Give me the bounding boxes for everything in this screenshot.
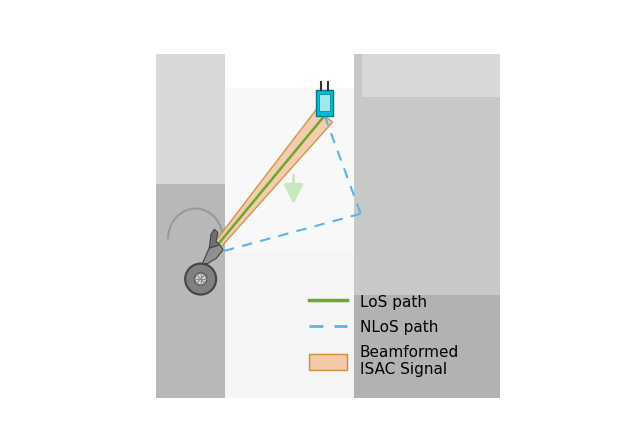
Polygon shape <box>209 229 220 248</box>
Bar <box>156 54 225 185</box>
Bar <box>319 94 330 111</box>
Bar <box>225 88 354 253</box>
Legend: LoS path, NLoS path, Beamformed
ISAC Signal: LoS path, NLoS path, Beamformed ISAC Sig… <box>303 287 465 384</box>
Bar <box>354 295 500 398</box>
Polygon shape <box>202 245 223 264</box>
Circle shape <box>185 264 216 295</box>
Bar <box>156 185 240 398</box>
Bar <box>362 54 500 97</box>
Bar <box>225 253 354 398</box>
Polygon shape <box>207 109 333 257</box>
Bar <box>316 90 333 116</box>
Circle shape <box>195 273 207 285</box>
Bar <box>354 54 500 295</box>
